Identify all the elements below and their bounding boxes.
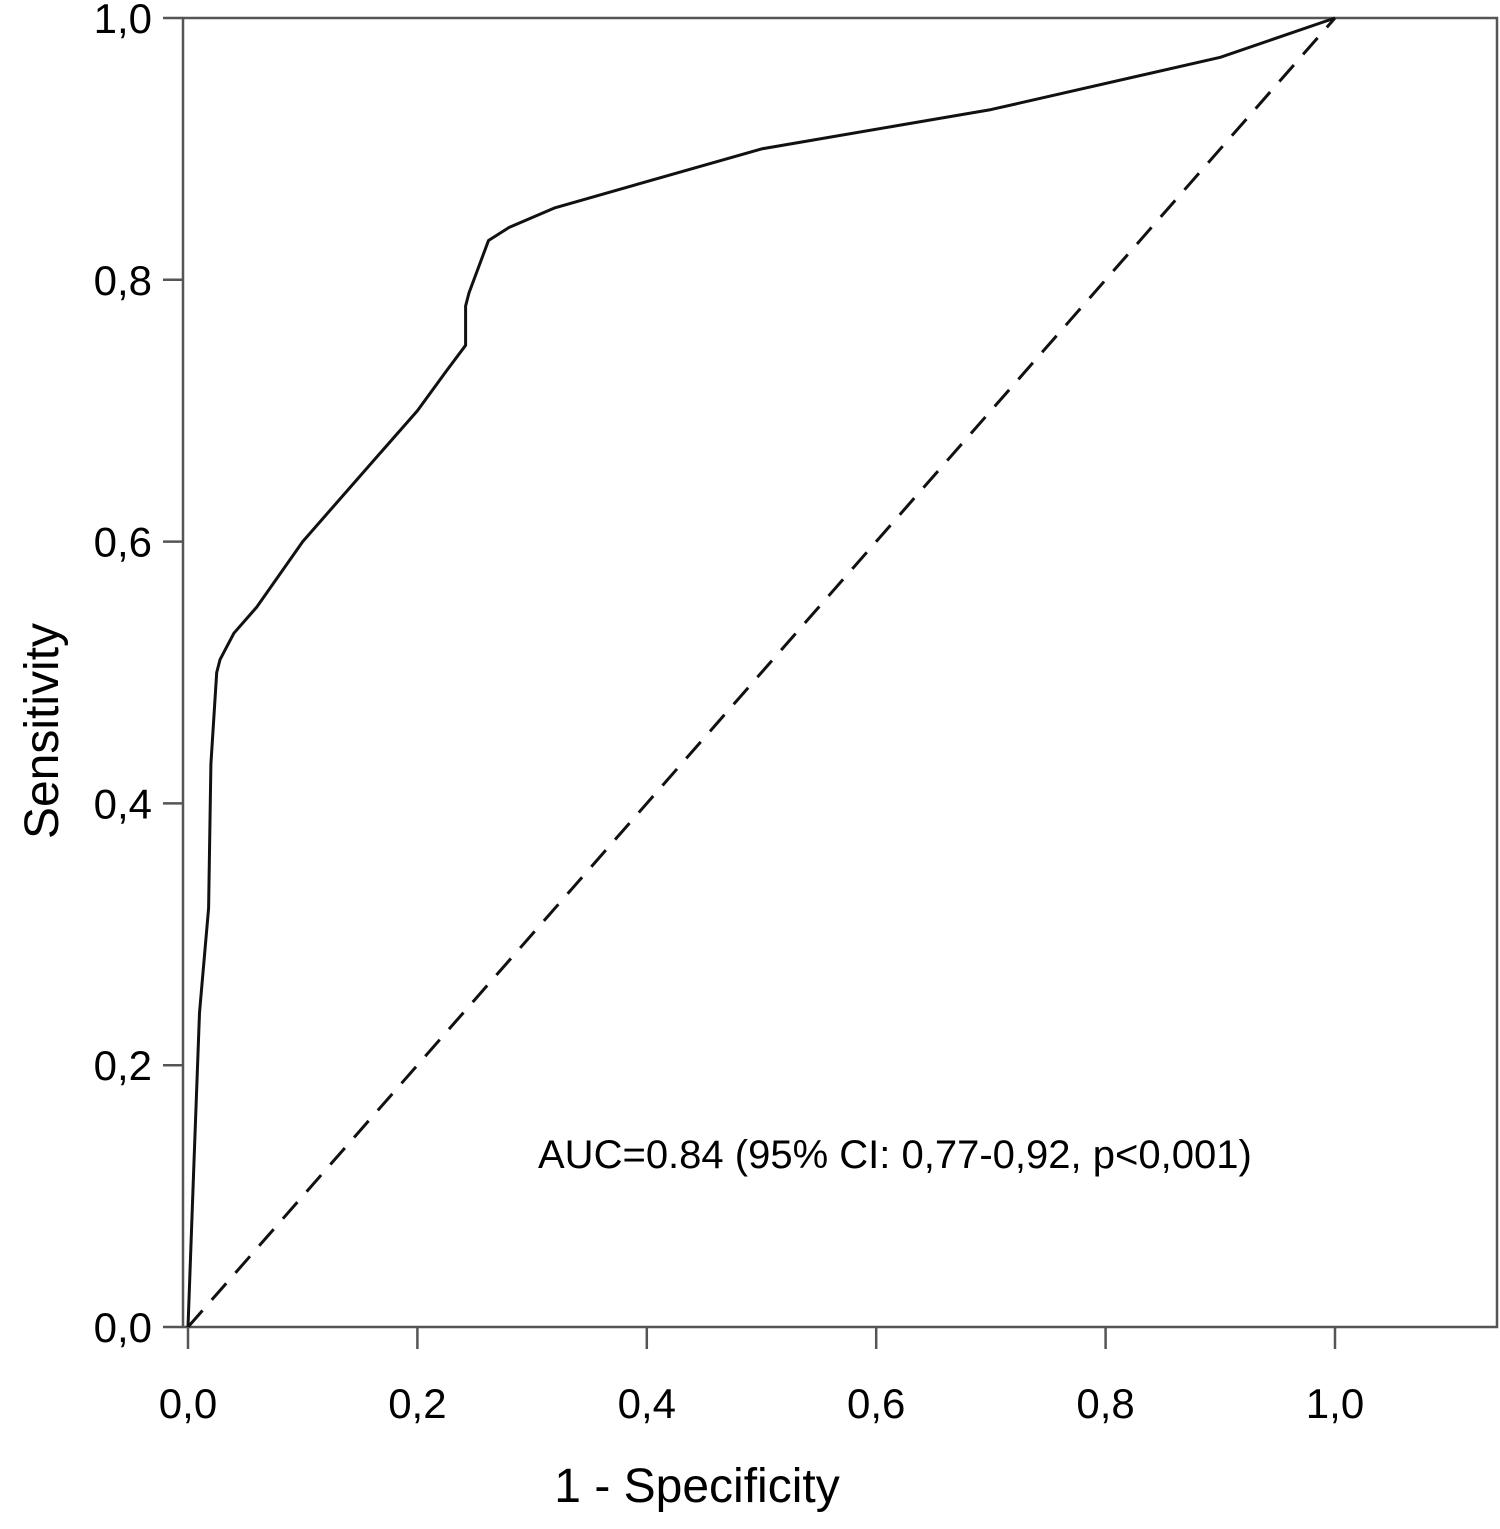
y-tick-label: 0,2: [94, 1042, 152, 1089]
y-tick-label: 0,6: [94, 519, 152, 566]
x-axis-title: 1 - Specificity: [554, 1460, 839, 1513]
x-tick-label: 0,2: [388, 1380, 446, 1427]
x-tick-label: 1,0: [1306, 1380, 1364, 1427]
x-tick-label: 0,8: [1076, 1380, 1134, 1427]
plot-frame: [181, 16, 1499, 1329]
reference-diagonal-line: [186, 17, 1337, 1328]
roc-curve-line: [186, 16, 1336, 1328]
y-tick-label: 0,4: [94, 780, 152, 827]
y-tick-label: 1,0: [94, 0, 152, 42]
x-tick-label: 0,4: [618, 1380, 676, 1427]
y-axis-title: Sensitivity: [16, 623, 69, 839]
y-tick-label: 0,8: [94, 257, 152, 304]
y-tick-label: 0,0: [94, 1304, 152, 1351]
x-tick-label: 0,6: [847, 1380, 905, 1427]
auc-annotation: AUC=0.84 (95% CI: 0,77-0,92, p<0,001): [538, 1133, 1252, 1177]
x-tick-label: 0,0: [159, 1380, 217, 1427]
